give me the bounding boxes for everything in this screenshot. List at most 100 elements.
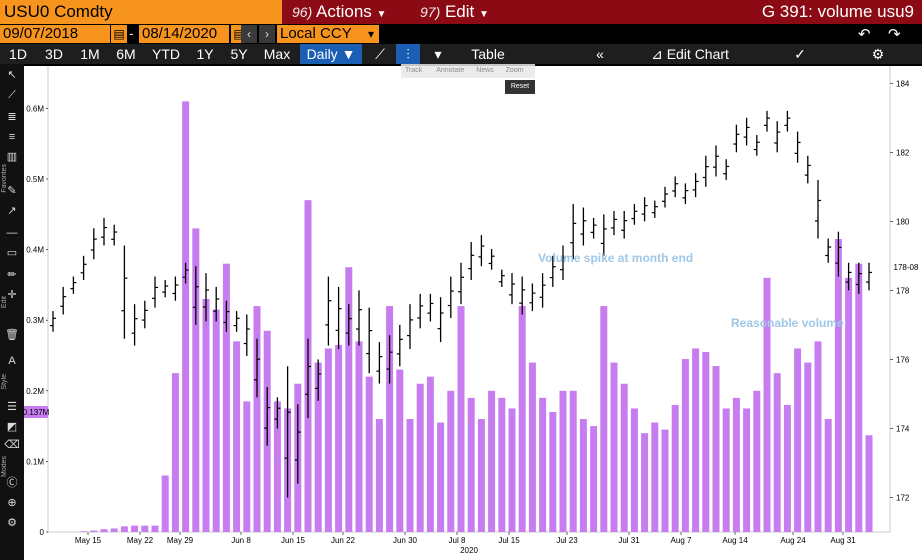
hline-icon[interactable]: ―: [6, 227, 18, 239]
volume-bar: [335, 344, 343, 532]
chevron-down-icon: ▼: [376, 9, 387, 20]
currency-select[interactable]: Local CCY: [277, 25, 363, 43]
volume-bar: [253, 306, 261, 532]
period-ytd[interactable]: YTD: [152, 46, 180, 62]
price-bar: [845, 262, 852, 291]
volume-bar: [437, 422, 445, 532]
price-bar: [152, 276, 158, 308]
price-bar: [590, 217, 597, 239]
volume-bar: [161, 475, 169, 532]
check-icon[interactable]: ✓: [794, 46, 806, 62]
annotate-mode[interactable]: Annotate: [436, 67, 465, 74]
period-1d[interactable]: 1D: [9, 46, 27, 62]
volume-bar: [794, 348, 802, 532]
cursor-icon[interactable]: ↖: [7, 69, 17, 81]
price-bar: [611, 210, 617, 236]
redo-icon[interactable]: ↷: [888, 26, 901, 43]
color-icon[interactable]: ◩: [6, 421, 18, 433]
line-style-icon[interactable]: ☰: [7, 401, 17, 413]
eraser-icon[interactable]: ⌫: [4, 439, 20, 451]
right-tick-label: 176: [896, 355, 910, 364]
table-button[interactable]: Table: [471, 46, 505, 62]
undo-icon[interactable]: ↶: [858, 26, 871, 43]
brush-icon[interactable]: ✎: [7, 185, 17, 197]
magnet-icon[interactable]: Ⓒ: [6, 477, 18, 489]
collapse-icon[interactable]: «: [596, 46, 604, 62]
date-separator: -: [129, 25, 134, 41]
end-date-field[interactable]: 08/14/2020: [139, 25, 229, 43]
volume-bar: [579, 419, 587, 532]
period-1m[interactable]: 1M: [80, 46, 100, 62]
pencil-icon[interactable]: ✏: [7, 269, 17, 281]
volume-bar: [447, 390, 455, 532]
period-1y[interactable]: 1Y: [196, 46, 214, 62]
settings-icon[interactable]: ⚙: [7, 517, 17, 529]
right-tick-label: 184: [896, 79, 910, 88]
frequency-label: Daily: [306, 46, 338, 62]
rectangle-icon[interactable]: ▭: [6, 247, 18, 259]
x-tick-label: Jul 15: [498, 536, 520, 545]
line-tool-icon[interactable]: ⟋: [8, 89, 16, 101]
chevron-down-icon[interactable]: ▾: [363, 25, 379, 43]
price-bar: [519, 276, 526, 315]
x-tick-label: Aug 31: [830, 536, 856, 545]
chart-icon: ⊿: [651, 46, 663, 62]
ray-icon[interactable]: ↗: [7, 205, 17, 217]
line-chart-icon[interactable]: ⟋: [375, 46, 385, 62]
price-bar: [753, 135, 760, 156]
price-bar: [600, 214, 607, 256]
edit-label: Edit: [444, 2, 475, 21]
volume-bar: [702, 351, 710, 532]
news-mode[interactable]: News: [476, 67, 494, 74]
price-bar: [631, 204, 638, 225]
chevron-down-icon[interactable]: ▾: [434, 46, 442, 62]
calendar-icon[interactable]: ▤: [111, 25, 127, 43]
gear-icon[interactable]: ⚙: [871, 46, 885, 62]
price-bar: [345, 304, 352, 346]
actions-menu[interactable]: 96) Actions ▼: [286, 0, 396, 24]
period-6m[interactable]: 6M: [116, 46, 136, 62]
volume-bar: [610, 362, 618, 532]
volume-bar: [365, 376, 373, 532]
crosshair-icon[interactable]: ✛: [7, 289, 17, 301]
price-bar: [233, 311, 240, 332]
chevron-right-icon[interactable]: ›: [259, 25, 275, 43]
x-tick-label: Jul 8: [449, 536, 466, 545]
zoom-mode[interactable]: Zoom: [505, 67, 524, 74]
bar-chart-icon[interactable]: ⫶: [396, 44, 420, 64]
left-axis-area: [24, 66, 48, 532]
volume-bar: [549, 411, 557, 532]
price-bar: [356, 290, 362, 346]
volume-bar: [814, 341, 822, 532]
channel-icon[interactable]: ▥: [6, 151, 18, 163]
frequency-select[interactable]: Daily ▼: [300, 44, 362, 64]
reset-button[interactable]: Reset: [505, 80, 535, 94]
period-3d[interactable]: 3D: [45, 46, 63, 62]
price-series: [50, 110, 872, 498]
x-tick-label: May 29: [167, 536, 194, 545]
price-bar: [621, 210, 628, 239]
start-date-field[interactable]: 09/07/2018: [0, 25, 110, 43]
volume-bar: [518, 306, 526, 532]
period-5y[interactable]: 5Y: [230, 46, 248, 62]
chevron-left-icon[interactable]: ‹: [241, 25, 257, 43]
edit-chart-button[interactable]: ⊿ Edit Chart: [640, 44, 740, 64]
text-icon[interactable]: A: [8, 355, 16, 367]
volume-bar: [477, 419, 485, 532]
fibonacci-icon[interactable]: ≣: [7, 111, 17, 123]
price-bar: [723, 159, 730, 180]
volume-bar: [386, 306, 394, 532]
year-label: 2020: [460, 546, 478, 555]
track-mode[interactable]: Track: [405, 67, 423, 74]
levels-icon[interactable]: ≡: [8, 131, 16, 143]
price-bar: [141, 300, 148, 329]
edit-menu[interactable]: 97) Edit ▼: [400, 0, 510, 24]
period-max[interactable]: Max: [263, 46, 291, 62]
lock-icon[interactable]: ⊕: [7, 497, 17, 509]
trash-icon[interactable]: 🗑: [5, 329, 19, 341]
volume-bar: [110, 528, 118, 532]
x-tick-label: Jun 8: [231, 536, 251, 545]
security-field[interactable]: USU0 Comdty: [0, 0, 282, 24]
volume-bar: [630, 408, 638, 532]
